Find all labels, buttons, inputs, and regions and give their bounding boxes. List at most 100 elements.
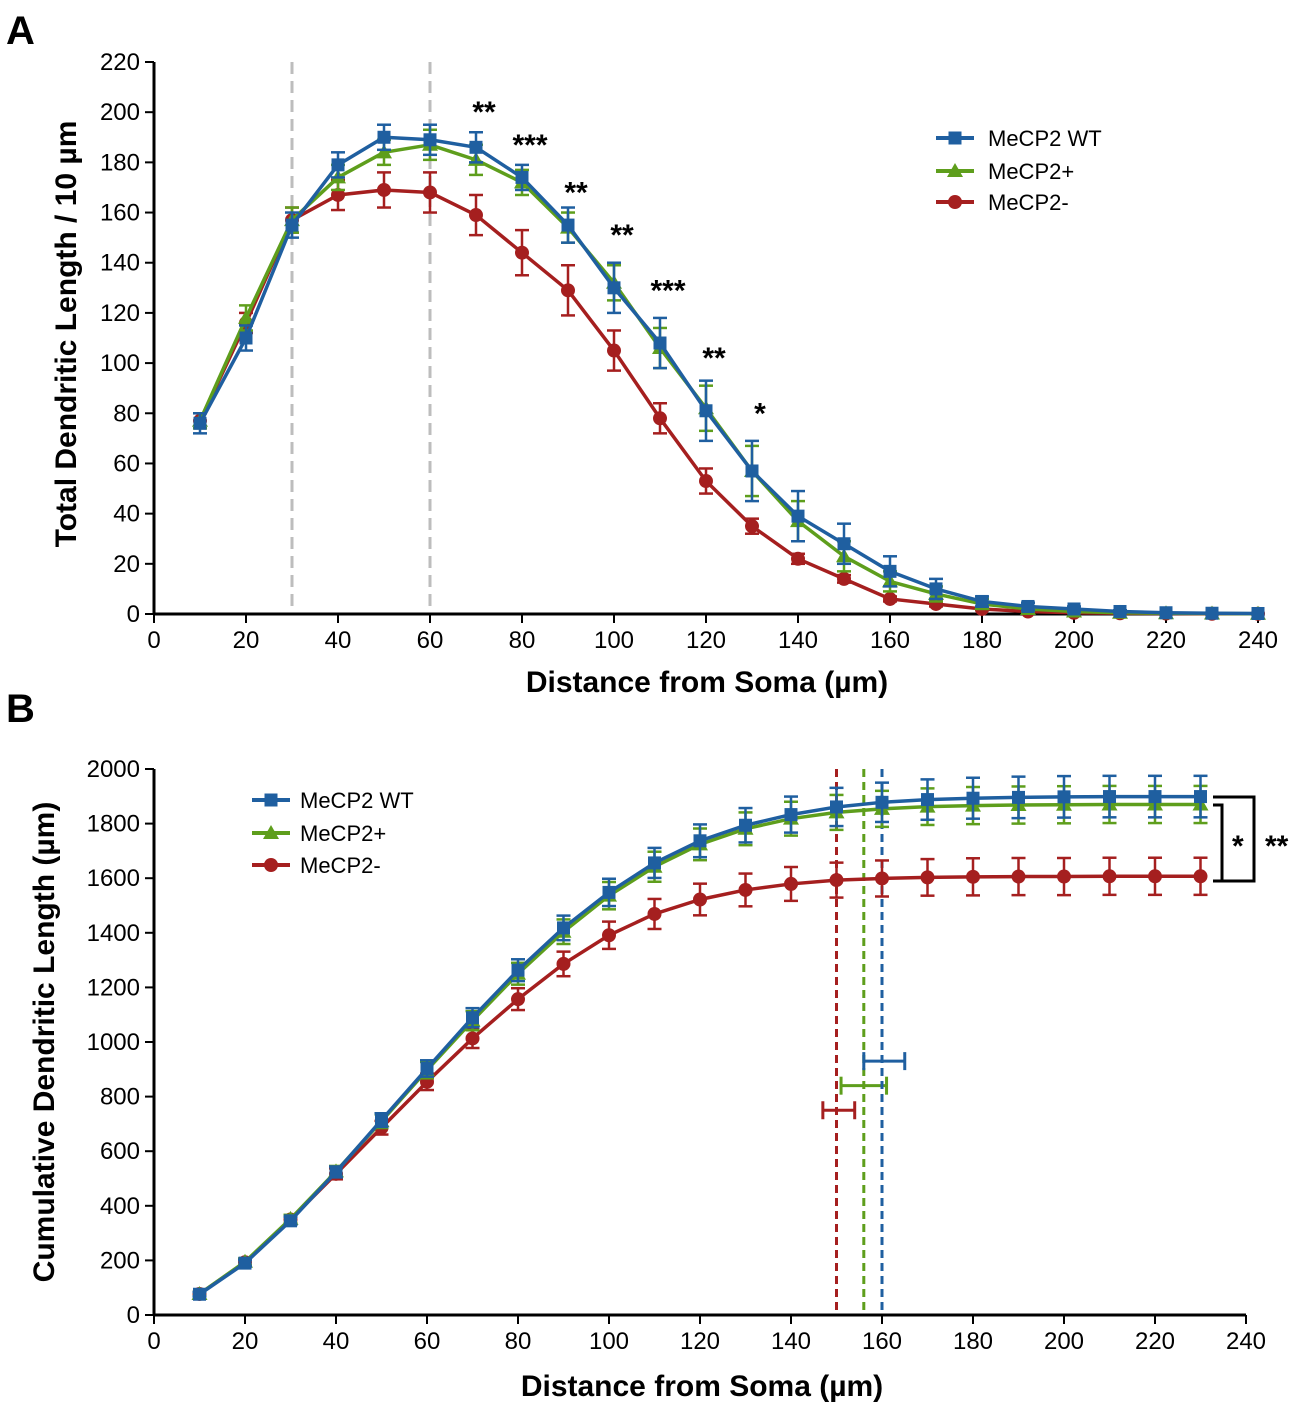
- panel-b-series: [191, 774, 1209, 1301]
- data-point-wt: [921, 793, 934, 807]
- data-point-wt: [1251, 606, 1265, 620]
- bracket-plus-vs-minus: [1213, 803, 1224, 883]
- x-tick-label: 80: [509, 627, 536, 654]
- data-point-wt: [602, 885, 616, 899]
- x-tick-label: 120: [686, 627, 726, 654]
- x-tick-label: 60: [417, 627, 444, 654]
- panel-b-y-axis-title: Cumulative Dendritic Length (µm): [28, 802, 61, 1283]
- x-tick-label: 160: [862, 1328, 902, 1355]
- x-tick-label: 220: [1135, 1328, 1175, 1355]
- data-point-minus: [647, 906, 662, 921]
- data-point-wt: [420, 1061, 434, 1075]
- data-point-minus: [556, 956, 571, 971]
- panel-a-x-axis-title: Distance from Soma (µm): [526, 666, 888, 699]
- data-point-minus: [469, 208, 483, 223]
- panel-a-y-axis-title: Total Dendritic Length / 10 µm: [50, 121, 83, 548]
- x-tick-label: 80: [505, 1328, 532, 1355]
- series-wt: [192, 774, 1208, 1301]
- data-point-minus: [515, 245, 529, 260]
- data-point-wt: [1113, 604, 1127, 618]
- legend-marker-plus: [263, 825, 279, 839]
- significance-label: ***: [512, 129, 547, 162]
- panel-b-letter: B: [6, 687, 35, 731]
- x-tick-label: 160: [870, 627, 910, 654]
- x-tick-label: 200: [1054, 627, 1094, 654]
- x-tick-label: 180: [953, 1328, 993, 1355]
- legend-marker-plus: [947, 163, 963, 177]
- data-point-minus: [607, 343, 621, 358]
- data-point-wt: [284, 1214, 297, 1228]
- y-tick-label: 200: [100, 1247, 140, 1274]
- significance-label: **: [610, 219, 634, 252]
- data-point-wt: [883, 564, 897, 578]
- data-point-wt: [469, 140, 483, 154]
- legend-marker-wt: [264, 793, 278, 807]
- data-point-minus: [738, 882, 753, 897]
- data-point-minus: [745, 519, 759, 534]
- x-tick-label: 20: [232, 1328, 259, 1355]
- data-point-minus: [1148, 869, 1162, 884]
- x-tick-label: 20: [233, 627, 260, 654]
- legend-marker-minus: [948, 195, 962, 209]
- significance-label: ***: [650, 274, 685, 307]
- series-wt: [193, 123, 1265, 620]
- panel-b-y-ticks: 0 200 400 600 800 1000 1200 1400 1600 1800 2000: [87, 756, 154, 1329]
- y-tick-label: 80: [113, 400, 140, 427]
- data-point-minus: [602, 928, 616, 943]
- panel-b-x-axis-title: Distance from Soma (µm): [521, 1370, 883, 1403]
- x-tick-label: 60: [414, 1328, 441, 1355]
- y-tick-label: 140: [100, 250, 140, 277]
- panel-a-legend-plus-label: MeCP2+: [988, 159, 1074, 184]
- x-tick-label: 240: [1238, 627, 1278, 654]
- data-point-wt: [791, 509, 805, 523]
- x-tick-label: 220: [1146, 627, 1186, 654]
- legend-marker-minus: [264, 858, 278, 872]
- x-tick-label: 100: [589, 1328, 629, 1355]
- panel-a-legend-wt-label: MeCP2 WT: [988, 126, 1102, 151]
- data-point-wt: [466, 1011, 479, 1025]
- panel-b-significance-brackets: * **: [1213, 795, 1289, 883]
- y-tick-label: 40: [113, 501, 140, 528]
- data-point-minus: [1193, 869, 1208, 884]
- y-tick-label: 60: [113, 450, 140, 477]
- series-plus: [192, 128, 1266, 620]
- threshold-plus: [839, 769, 889, 1315]
- data-point-wt: [1012, 790, 1025, 804]
- threshold-minus: [821, 769, 857, 1315]
- y-tick-label: 1200: [87, 974, 140, 1001]
- data-point-wt: [423, 133, 437, 147]
- data-point-wt: [830, 800, 843, 814]
- y-tick-label: 120: [100, 300, 140, 327]
- panel-a-x-ticks: 0 20 40 60 80 100 120 140 160 180 200 220 240: [147, 614, 1278, 654]
- data-point-wt: [837, 537, 851, 551]
- data-point-wt: [975, 594, 989, 608]
- data-point-wt: [1159, 606, 1173, 620]
- data-point-minus: [1102, 869, 1117, 884]
- x-tick-label: 0: [147, 627, 160, 654]
- y-tick-label: 600: [100, 1138, 140, 1165]
- data-point-wt: [875, 795, 889, 809]
- data-point-wt: [784, 808, 798, 822]
- panel-a-series: [192, 123, 1266, 621]
- series-line-plus: [198, 143, 1259, 616]
- data-point-wt: [239, 331, 253, 345]
- data-point-minus: [966, 869, 980, 884]
- panel-a-significance: ***************: [472, 96, 766, 430]
- x-tick-label: 140: [778, 627, 818, 654]
- data-point-wt: [1194, 790, 1207, 804]
- data-point-wt: [929, 582, 943, 596]
- y-tick-label: 1800: [87, 811, 140, 838]
- bracket-plus-vs-minus-label: *: [1232, 830, 1244, 863]
- data-point-wt: [285, 218, 299, 232]
- panel-b-legend-wt: MeCP2 WT: [252, 788, 414, 813]
- data-point-wt: [1205, 606, 1219, 620]
- data-point-minus: [331, 187, 345, 202]
- significance-label: **: [702, 342, 726, 375]
- data-point-wt: [648, 856, 661, 870]
- x-tick-label: 40: [323, 1328, 350, 1355]
- x-tick-label: 100: [594, 627, 634, 654]
- data-point-wt: [331, 158, 345, 172]
- y-tick-label: 180: [100, 149, 140, 176]
- significance-label: *: [754, 397, 766, 430]
- y-tick-label: 100: [100, 350, 140, 377]
